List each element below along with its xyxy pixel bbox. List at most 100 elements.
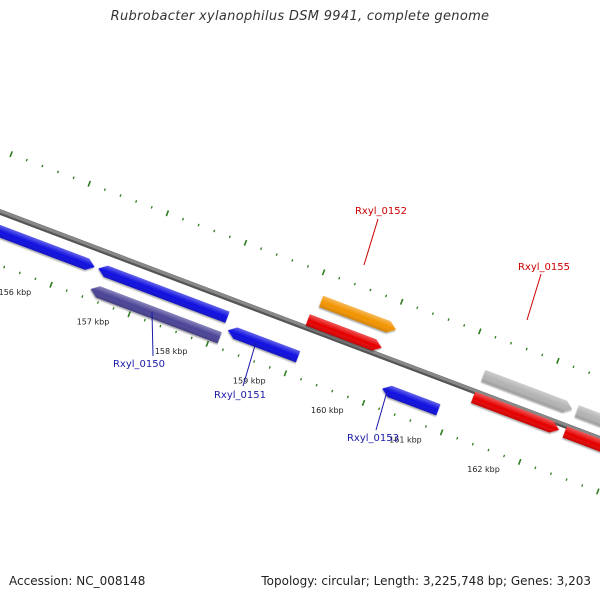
minor-tick — [119, 194, 122, 197]
gene-label-rxyl_0150[interactable]: Rxyl_0150 — [113, 359, 165, 370]
minor-tick — [228, 235, 231, 239]
backbone-line — [0, 209, 600, 440]
minor-tick — [487, 448, 490, 452]
minor-tick — [369, 288, 372, 292]
gene-leader-line — [375, 387, 389, 431]
minor-tick — [174, 330, 178, 334]
minor-tick — [494, 335, 497, 339]
gene-arrow[interactable] — [89, 283, 222, 344]
tick-label-158: 158 kbp — [155, 347, 188, 356]
gene-label-rxyl_0153[interactable]: Rxyl_0153 — [347, 433, 399, 444]
gene-arrow[interactable] — [319, 295, 398, 336]
tick-label-156: 156 kbp — [0, 288, 31, 297]
gene-arrow[interactable] — [0, 216, 97, 272]
gene-label-rxyl_0151[interactable]: Rxyl_0151 — [214, 390, 266, 401]
minor-tick — [346, 395, 349, 399]
minor-tick — [25, 158, 28, 162]
minor-tick — [299, 377, 303, 381]
gene-gloss — [319, 295, 396, 333]
major-tick — [439, 429, 444, 436]
scale-labels: 156 kbp 157 kbp 158 kbp 159 kbp 160 kbp 161 k… — [0, 288, 500, 474]
minor-tick — [34, 277, 37, 281]
gene-gloss — [481, 369, 573, 412]
gene-leader-line — [526, 273, 542, 321]
major-tick — [596, 488, 600, 495]
gene-gloss — [0, 216, 95, 270]
minor-tick — [260, 247, 263, 251]
minor-tick — [393, 413, 396, 417]
backbone-shadow — [0, 209, 600, 442]
gene-arrow[interactable] — [96, 263, 230, 323]
major-tick — [399, 298, 404, 305]
minor-tick — [581, 484, 584, 487]
major-tick — [165, 210, 170, 217]
major-tick — [361, 399, 366, 406]
minor-tick — [253, 360, 256, 363]
major-tick — [517, 458, 522, 465]
minor-tick — [572, 365, 575, 369]
minor-tick — [424, 425, 428, 428]
minor-tick — [81, 295, 84, 298]
major-tick — [127, 311, 131, 318]
gene-arrow[interactable] — [562, 426, 600, 470]
gene-arrow[interactable] — [574, 405, 600, 448]
minor-tick — [72, 176, 75, 180]
minor-tick — [150, 205, 153, 209]
major-tick — [205, 340, 210, 347]
gene-gloss — [562, 426, 600, 468]
minor-tick — [565, 478, 568, 482]
topology-text: Topology: circular; Length: 3,225,748 bp… — [261, 574, 591, 588]
minor-tick — [416, 306, 419, 310]
minor-tick — [103, 188, 106, 192]
gene-arrow[interactable] — [380, 383, 441, 416]
minor-tick — [331, 389, 334, 393]
minor-tick — [112, 306, 115, 310]
minor-tick — [456, 436, 459, 440]
minor-tick — [268, 366, 271, 369]
minor-tick — [143, 318, 146, 322]
minor-tick — [135, 200, 138, 203]
gene-gloss — [470, 391, 560, 433]
minor-tick — [190, 336, 193, 340]
minor-tick — [291, 259, 294, 262]
minor-tick — [431, 312, 434, 316]
minor-tick — [353, 282, 356, 286]
minor-tick — [221, 348, 224, 352]
gene-gloss — [98, 265, 230, 323]
gene-gloss — [305, 314, 382, 351]
minor-tick — [385, 294, 388, 298]
minor-tick — [409, 419, 412, 422]
minor-tick — [18, 271, 21, 275]
major-tick — [283, 370, 288, 377]
gene-arrow[interactable] — [226, 325, 301, 363]
gene-gloss — [382, 385, 441, 416]
tick-label-157: 157 kbp — [77, 317, 110, 326]
gene-arrow[interactable] — [470, 391, 561, 436]
minor-tick — [378, 407, 381, 411]
gene-label-rxyl_0152[interactable]: Rxyl_0152 — [355, 206, 407, 217]
minor-tick — [65, 289, 68, 293]
gene-gloss — [227, 327, 301, 363]
gene-arrow[interactable] — [305, 314, 384, 353]
gene-labels: Rxyl_0150 Rxyl_0151 Rxyl_0152 Rxyl_0153 Rxyl… — [113, 206, 570, 444]
minor-tick — [3, 265, 6, 269]
gene-features — [0, 216, 600, 470]
minor-tick — [588, 371, 591, 375]
gene-gloss — [574, 405, 600, 446]
major-tick — [321, 269, 326, 276]
major-tick — [243, 239, 248, 246]
gene-arrow[interactable] — [481, 369, 574, 415]
major-tick — [477, 328, 482, 335]
minor-tick — [463, 324, 466, 327]
gene-leader-line — [242, 341, 257, 387]
gene-label-rxyl_0155[interactable]: Rxyl_0155 — [518, 262, 570, 273]
minor-tick — [534, 466, 537, 470]
major-tick — [9, 151, 13, 158]
minor-tick — [96, 301, 99, 304]
tick-label-162: 162 kbp — [467, 465, 500, 474]
tick-label-161: 161 kbp — [389, 435, 422, 444]
map-title: Rubrobacter xylanophilus DSM 9941, compl… — [110, 9, 490, 24]
genome-backbone — [0, 209, 600, 442]
minor-tick — [213, 229, 216, 233]
